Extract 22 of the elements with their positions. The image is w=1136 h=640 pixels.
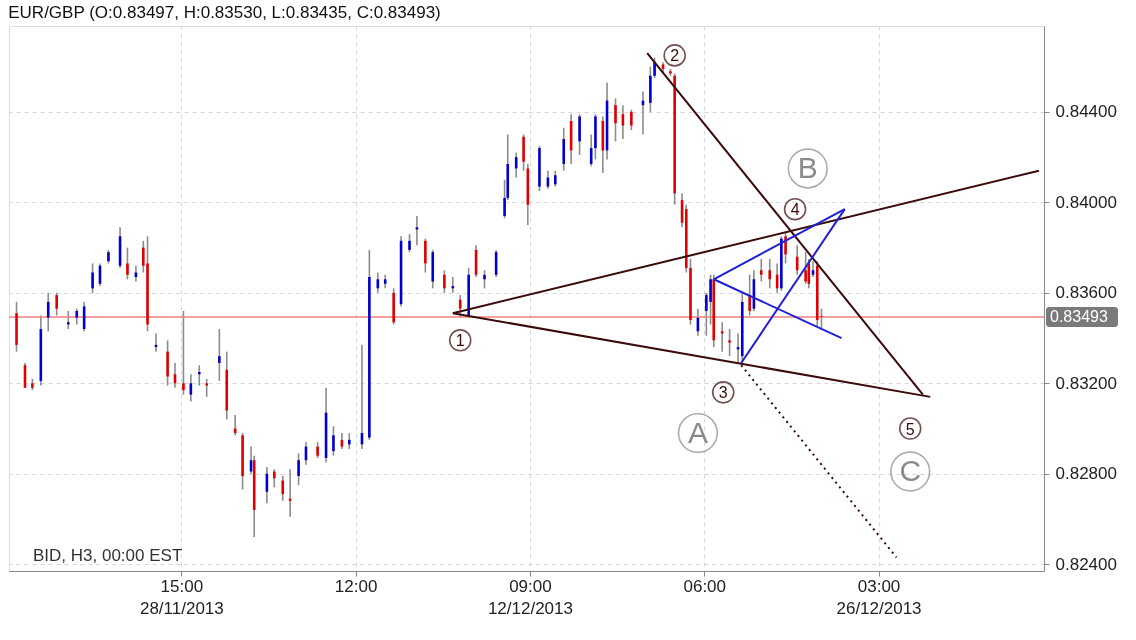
y-tick-label: 0.82800 [1055,464,1117,484]
y-tick-label: 0.83600 [1055,283,1117,303]
annotation: A [687,416,708,450]
x-tick-label: 06:00 [683,576,727,596]
x-tick-label: 12:00 [334,576,378,596]
annotation: 2 [670,47,680,65]
annotation: 5 [905,420,915,438]
annotation: 3 [718,384,728,402]
x-tick-label: 03:00 26/12/2013 [836,576,922,618]
ref-line-label: 0.83493 [1050,308,1108,326]
y-tick-label: 0.83200 [1055,373,1117,393]
annotation: B [797,151,818,185]
annotation: BID, H3, 00:00 EST [33,546,183,565]
chart-title: EUR/GBP (O:0.83497, H:0.83530, L:0.83435, C:0.83493) [8,3,441,22]
annotation: 4 [790,201,800,219]
annotation: C [899,454,922,488]
x-tick-label: 09:00 12/12/2013 [487,576,573,618]
x-tick-label: 15:00 28/11/2013 [139,576,224,618]
y-tick-label: 0.84000 [1055,192,1117,212]
y-tick-label: 0.84400 [1055,102,1117,122]
annotation: 1 [455,332,465,350]
y-tick-label: 0.82400 [1055,554,1117,574]
